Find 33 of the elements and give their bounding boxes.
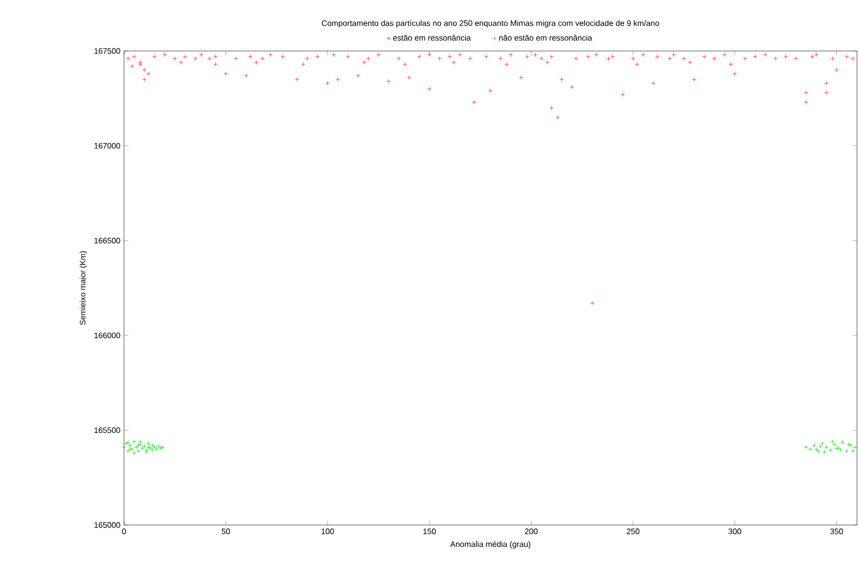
point [820,441,825,446]
point [126,440,130,445]
point [808,446,812,452]
point [158,446,163,450]
point [146,441,151,446]
point [818,444,823,449]
point [150,443,155,448]
point [122,445,126,450]
point [124,441,128,446]
point [132,439,136,444]
point [150,448,155,452]
point [832,442,837,447]
point [850,448,856,454]
point [128,443,132,448]
point [814,446,818,452]
point [844,448,850,454]
point [160,445,165,450]
point [822,450,827,454]
point [136,448,140,454]
point [824,445,829,450]
point [146,445,151,450]
point [156,444,161,449]
point [138,439,142,444]
point [154,446,159,452]
point [828,448,833,452]
point [852,445,858,450]
point [126,448,130,454]
point [812,443,816,448]
point [848,443,854,448]
point [830,439,835,444]
point [132,450,136,456]
point [804,445,808,450]
point [840,440,845,445]
